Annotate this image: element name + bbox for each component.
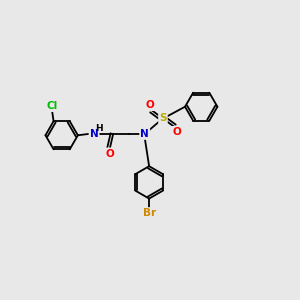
Text: O: O	[105, 148, 114, 158]
Text: S: S	[159, 113, 167, 124]
Text: Br: Br	[142, 208, 156, 218]
Text: O: O	[172, 127, 181, 137]
Text: N: N	[90, 129, 98, 139]
Text: O: O	[145, 100, 154, 110]
Text: H: H	[95, 124, 103, 133]
Text: N: N	[140, 129, 149, 139]
Text: Cl: Cl	[46, 101, 58, 111]
